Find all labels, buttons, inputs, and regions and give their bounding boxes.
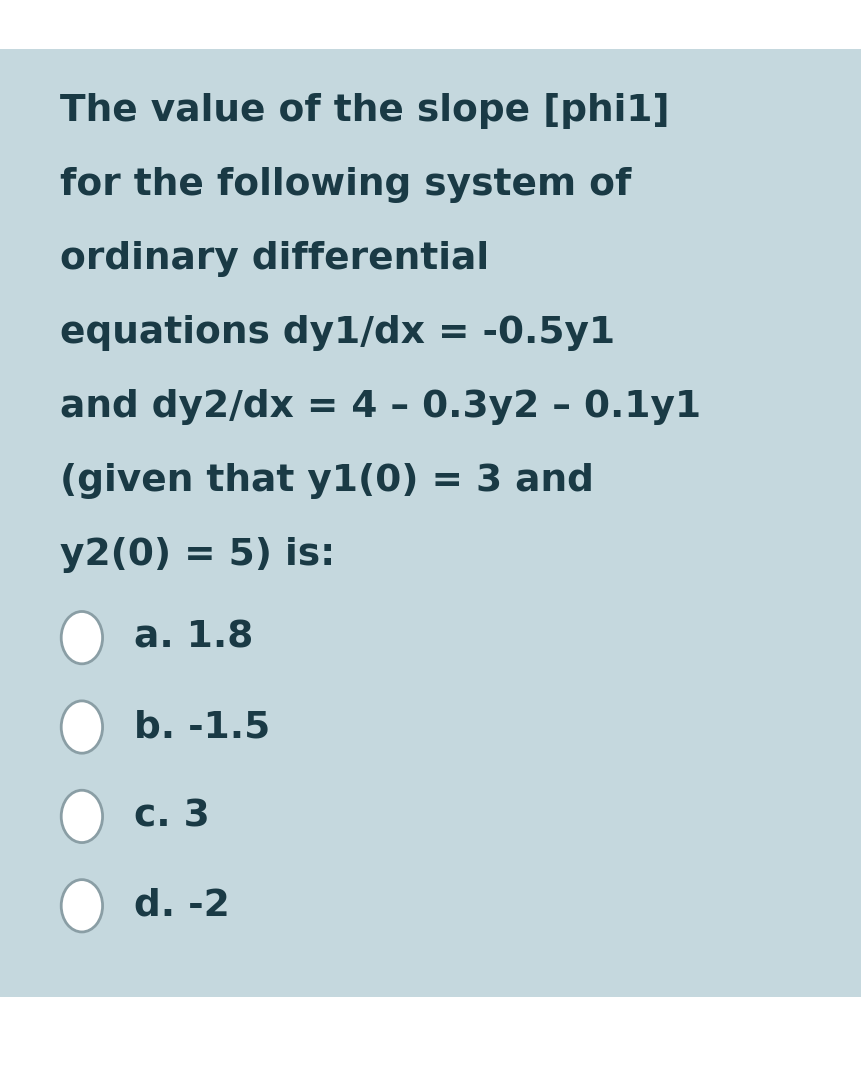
Circle shape bbox=[61, 790, 102, 843]
Text: d. -2: d. -2 bbox=[133, 887, 229, 924]
Text: ordinary differential: ordinary differential bbox=[60, 241, 489, 277]
Circle shape bbox=[61, 880, 102, 932]
Circle shape bbox=[61, 611, 102, 664]
Text: c. 3: c. 3 bbox=[133, 798, 209, 835]
Text: and dy2/dx = 4 – 0.3y2 – 0.1y1: and dy2/dx = 4 – 0.3y2 – 0.1y1 bbox=[60, 389, 701, 425]
Text: y2(0) = 5) is:: y2(0) = 5) is: bbox=[60, 537, 335, 573]
FancyBboxPatch shape bbox=[0, 997, 861, 1090]
Text: a. 1.8: a. 1.8 bbox=[133, 619, 252, 656]
Text: b. -1.5: b. -1.5 bbox=[133, 708, 269, 746]
Circle shape bbox=[61, 701, 102, 753]
Text: The value of the slope [phi1]: The value of the slope [phi1] bbox=[60, 93, 669, 129]
FancyBboxPatch shape bbox=[0, 49, 861, 997]
Text: (given that y1(0) = 3 and: (given that y1(0) = 3 and bbox=[60, 463, 593, 499]
FancyBboxPatch shape bbox=[0, 1063, 861, 1090]
Text: equations dy1/dx = -0.5y1: equations dy1/dx = -0.5y1 bbox=[60, 315, 615, 351]
Text: for the following system of: for the following system of bbox=[60, 167, 631, 203]
